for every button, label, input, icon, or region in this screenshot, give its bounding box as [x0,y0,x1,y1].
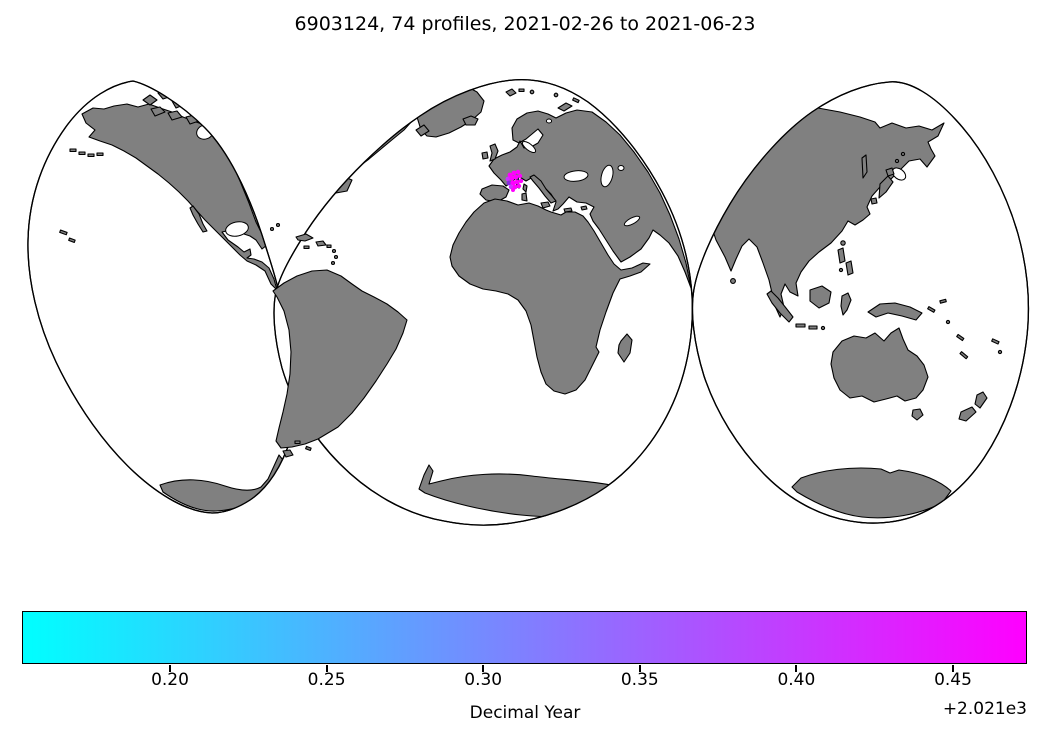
colorbar-tick-label: 0.45 [934,670,972,690]
white-sea [545,118,553,124]
crete [563,207,573,213]
profile-dot [506,180,512,186]
hawaii-islands [59,229,76,243]
antarctica-lobe1 [159,454,284,512]
lobe-asia-oceania-outline-stroke [691,81,1029,524]
baja-california [189,205,208,233]
profile-dot [509,175,515,181]
arctic-islands-eurasia [505,88,580,112]
colorbar-tick-mark [638,665,641,672]
colorbar-tick-mark [795,665,798,672]
aral-sea [617,165,625,171]
profile-dot [510,180,516,186]
sea-of-okhotsk [891,167,907,181]
antarctica-lobe3 [791,467,952,519]
profile-dot [516,183,522,189]
japan-islands [861,151,906,205]
new-zealand [958,391,988,422]
colorbar-tick-label: 0.20 [151,670,189,690]
sicily [540,201,551,209]
aleutian-islands [69,148,104,158]
continent-south-america [272,269,408,449]
colorbar-offset-text: +2.021e3 [942,699,1027,719]
corsica [522,183,528,193]
colorbar-tick-label: 0.30 [464,670,503,690]
baltic-sea [521,140,537,154]
persian-gulf [623,215,641,227]
colorbar-tick-label: 0.25 [307,670,346,690]
black-sea [563,170,589,182]
plot-title: 6903124, 74 profiles, 2021-02-26 to 2021… [294,13,756,35]
southeast-asia-islands [766,247,854,331]
taiwan [840,240,846,246]
continent-asia [711,106,945,318]
continent-africa [449,198,651,395]
cyprus [580,205,588,211]
great-britain [489,143,499,162]
profile-dot [511,170,517,176]
colorbar-gradient [22,611,1027,664]
lobe-americas-outline-stroke [27,80,300,514]
tierra-del-fuego-falklands [282,440,312,458]
australia [830,327,929,403]
italy [529,174,557,204]
profile-dot [511,188,515,192]
colorbar-tick-mark [325,665,328,672]
profile-dot [518,178,524,184]
lobe-europe-africa-outline-stroke [273,78,693,526]
caribbean-islands [269,222,339,266]
profile-dot [508,184,514,190]
world-map-plot-area [27,78,1029,526]
profile-dot [505,176,511,182]
profile-dot [513,174,519,180]
sri-lanka [730,278,736,284]
iceland [462,115,479,126]
profile-dot [514,179,520,185]
profile-dot [517,173,523,179]
profile-dot [515,169,521,175]
sardinia [521,192,528,202]
madagascar [617,333,633,363]
colorbar-tick-mark [482,665,485,672]
colorbar-axis-label: Decimal Year [469,703,581,723]
gulf-of-mexico [225,221,249,237]
iberia [479,184,510,203]
ireland [481,151,489,160]
colorbar-tick-mark [169,665,171,672]
caspian-sea [600,164,614,188]
colorbar-tick-label: 0.35 [620,670,659,690]
float-profiles-marker [505,169,524,192]
colorbar-tick-mark [952,665,954,672]
eurasia-mainland [488,109,692,289]
pacific-islands [927,298,1003,360]
tasmania [911,408,924,421]
colorbar-tick-label: 0.40 [777,670,816,690]
new-guinea [867,302,923,321]
